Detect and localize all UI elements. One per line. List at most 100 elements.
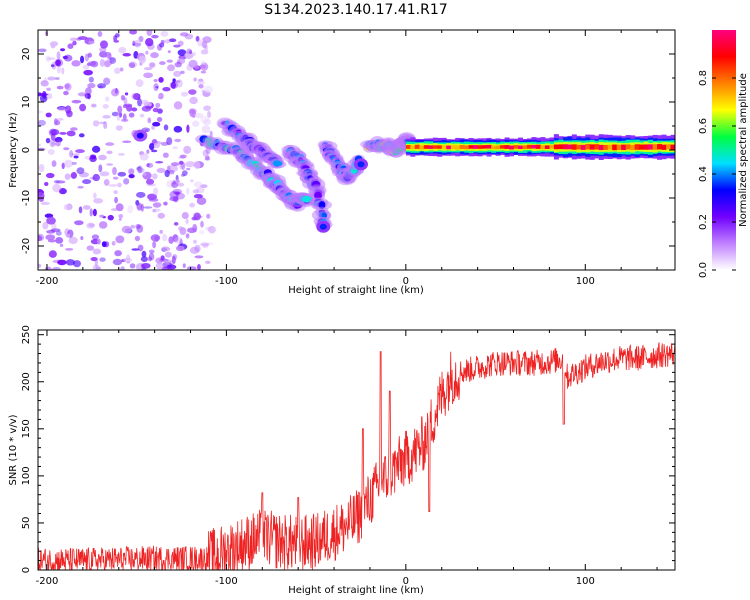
spectrogram-noise-blob bbox=[170, 162, 180, 167]
spectrogram-noise-blob bbox=[113, 190, 118, 194]
spectrogram-noise-blob bbox=[38, 197, 44, 202]
spectrogram-noise-blob bbox=[188, 59, 198, 68]
spectrogram-noise-blob bbox=[88, 40, 95, 45]
spectrogram-noise-blob bbox=[79, 171, 89, 178]
spectrogram-noise-blob bbox=[84, 93, 91, 99]
spectrogram-noise-blob bbox=[117, 182, 122, 188]
spectrogram-noise-blob bbox=[200, 242, 210, 247]
spectrogram-signal-band bbox=[477, 145, 483, 149]
spectrogram-noise-blob bbox=[85, 87, 92, 95]
spectrogram-noise-blob bbox=[173, 222, 179, 226]
spectrogram-noise-blob bbox=[42, 221, 49, 230]
spectrogram-noise-blob bbox=[112, 258, 123, 266]
spectrogram-noise-blob bbox=[89, 155, 97, 163]
spectrogram-noise-blob bbox=[123, 178, 130, 185]
spectrogram-noise-blob bbox=[64, 173, 71, 180]
spectrogram-noise-blob bbox=[146, 162, 154, 168]
spectrogram-noise-blob bbox=[174, 61, 182, 68]
spectrogram-noise-blob bbox=[50, 228, 61, 232]
spectrogram-xlabel: Height of straight line (km) bbox=[288, 285, 424, 296]
colorbar-strip bbox=[712, 30, 736, 270]
spectrogram-noise-blob bbox=[132, 40, 136, 46]
spectrogram-noise-blob bbox=[94, 258, 99, 267]
spectrogram-noise-blob bbox=[203, 118, 212, 126]
spectrogram-noise-blob bbox=[78, 206, 83, 214]
spectrogram-noise-blob bbox=[172, 78, 176, 83]
spectrogram-noise-blob bbox=[140, 256, 148, 262]
spectrogram-noise-blob bbox=[168, 38, 177, 43]
spectrogram-noise-blob bbox=[63, 147, 70, 151]
spectrogram-noise-blob bbox=[176, 79, 183, 88]
y-tick-label: 200 bbox=[21, 372, 32, 391]
spectrogram-noise-blob bbox=[83, 69, 93, 76]
spectrogram-noise-blob bbox=[54, 58, 64, 67]
spectrogram-noise-blob bbox=[184, 33, 194, 40]
spectrogram-noise-blob bbox=[50, 64, 55, 68]
colorbar-tick-label: 0.4 bbox=[698, 166, 709, 182]
spectrogram-noise-blob bbox=[93, 192, 97, 199]
spectrogram-signal-band bbox=[486, 144, 492, 149]
spectrogram-noise-blob bbox=[172, 146, 178, 150]
spectrogram-noise-blob bbox=[51, 160, 57, 167]
spectrogram-noise-blob bbox=[132, 93, 141, 100]
spectrogram-noise-blob bbox=[193, 181, 203, 188]
spectrogram-noise-blob bbox=[50, 129, 60, 136]
spectrogram-noise-blob bbox=[46, 216, 56, 225]
spectrogram-noise-blob bbox=[55, 59, 61, 67]
spectrogram-noise-blob bbox=[174, 236, 183, 244]
spectrogram-noise-blob bbox=[175, 179, 180, 184]
spectrogram-noise-blob bbox=[66, 110, 73, 118]
spectrogram-noise-blob bbox=[61, 67, 65, 75]
spectrogram-noise-blob bbox=[106, 163, 114, 166]
spectrogram-noise-blob bbox=[201, 40, 208, 49]
spectrogram-noise-blob bbox=[98, 154, 107, 161]
spectrogram-noise-blob bbox=[193, 239, 197, 244]
colorbar-tick-label: 0.6 bbox=[698, 118, 709, 134]
spectrogram-noise-blob bbox=[186, 167, 191, 171]
spectrogram-signal-band bbox=[405, 145, 411, 149]
spectrogram-noise-blob bbox=[45, 112, 52, 118]
spectrogram-noise-blob bbox=[74, 220, 84, 226]
spectrogram-noise-blob bbox=[40, 201, 50, 206]
spectrogram-noise-blob bbox=[136, 202, 143, 211]
spectrogram-noise-blob bbox=[38, 263, 42, 268]
spectrogram-noise-blob bbox=[55, 139, 61, 147]
spectrogram-noise-blob bbox=[43, 77, 47, 84]
spectrogram-noise-blob bbox=[180, 91, 189, 97]
spectrogram-noise-blob bbox=[152, 202, 162, 208]
spectrogram-signal-band bbox=[423, 145, 429, 149]
spectrogram-noise-blob bbox=[181, 170, 188, 176]
spectrogram-noise-blob bbox=[46, 93, 53, 100]
spectrogram-noise-blob bbox=[77, 36, 88, 40]
spectrogram-noise-blob bbox=[90, 257, 98, 262]
spectrogram-noise-blob bbox=[128, 168, 135, 175]
spectrogram-noise-blob bbox=[80, 236, 84, 241]
spectrogram-noise-blob bbox=[59, 243, 64, 248]
spectrogram-noise-blob bbox=[64, 248, 74, 251]
spectrogram-noise-blob bbox=[68, 236, 78, 245]
spectrogram-noise-blob bbox=[188, 89, 197, 95]
spectrogram-signal-band bbox=[535, 144, 541, 149]
spectrogram-signal-band bbox=[509, 145, 515, 150]
spectrogram-signal-band bbox=[585, 144, 591, 150]
spectrogram-noise-blob bbox=[185, 161, 196, 168]
spectrogram-noise-blob bbox=[70, 127, 78, 131]
spectrogram-signal-band bbox=[428, 145, 434, 149]
spectrogram-noise-blob bbox=[119, 67, 124, 72]
spectrogram-noise-blob bbox=[193, 161, 201, 170]
spectrogram-noise-blob bbox=[151, 34, 159, 39]
spectrogram-signal-band bbox=[441, 145, 447, 150]
x-tick-label: 0 bbox=[403, 576, 409, 587]
spectrogram-noise-blob bbox=[57, 106, 67, 112]
spectrogram-noise-blob bbox=[47, 239, 57, 243]
spectrogram-noise-blob bbox=[145, 38, 154, 47]
spectrogram-noise-blob bbox=[49, 139, 55, 148]
spectrogram-noise-blob bbox=[209, 130, 213, 138]
spectrogram-noise-blob bbox=[145, 105, 151, 110]
spectrogram-signal-band bbox=[634, 144, 640, 150]
spectrogram-noise-blob bbox=[141, 262, 151, 269]
spectrogram-noise-blob bbox=[144, 129, 149, 133]
spectrogram-noise-blob bbox=[177, 49, 187, 56]
spectrogram-noise-blob bbox=[55, 230, 62, 236]
